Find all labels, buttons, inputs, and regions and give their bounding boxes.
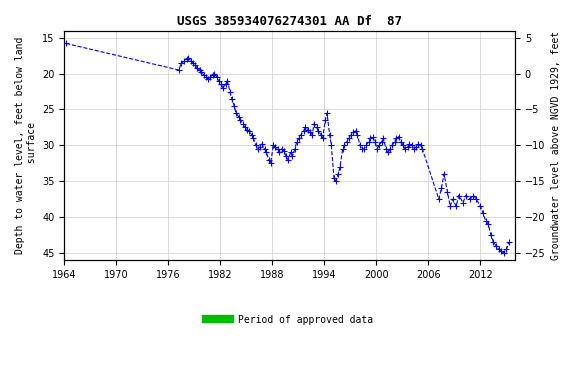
Title: USGS 385934076274301 AA Df  87: USGS 385934076274301 AA Df 87 [177,15,402,28]
Y-axis label: Groundwater level above NGVD 1929, feet: Groundwater level above NGVD 1929, feet [551,31,561,260]
Legend: Period of approved data: Period of approved data [202,311,377,329]
Y-axis label: Depth to water level, feet below land
 surface: Depth to water level, feet below land su… [15,36,37,254]
